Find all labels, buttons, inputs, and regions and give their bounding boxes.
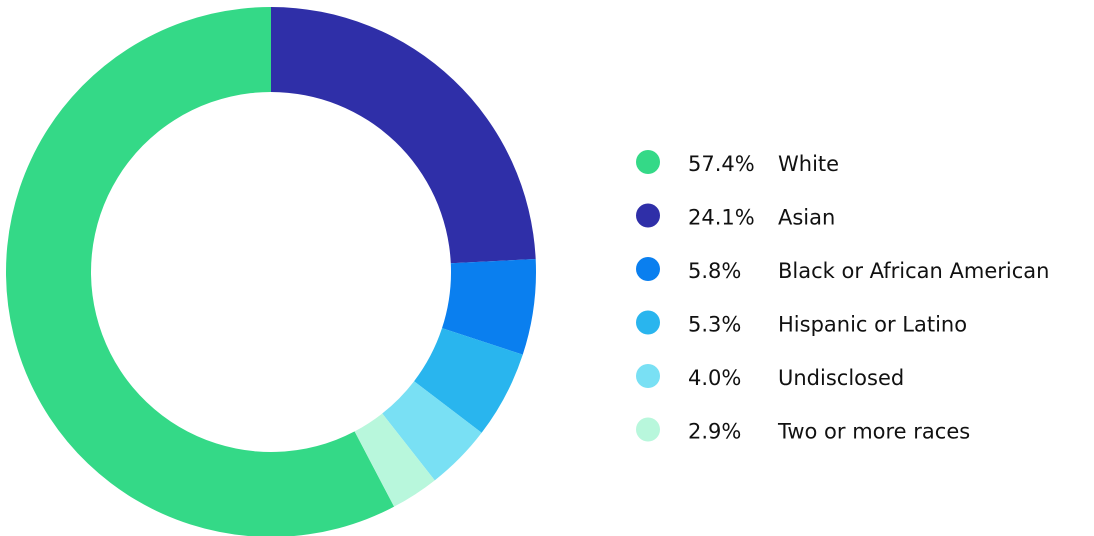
legend-value: 5.3% — [688, 313, 741, 337]
legend-label: Two or more races — [777, 420, 970, 444]
legend-label: Asian — [778, 206, 835, 230]
slice — [414, 328, 523, 433]
legend-value: 57.4% — [688, 152, 755, 176]
slice — [442, 259, 536, 355]
legend-label: White — [778, 152, 839, 176]
slice — [271, 7, 536, 264]
legend-swatch — [636, 364, 660, 388]
legend-value: 5.8% — [688, 259, 741, 283]
legend-value: 4.0% — [688, 366, 741, 390]
legend-label: Undisclosed — [778, 366, 904, 390]
legend-swatch — [636, 150, 660, 174]
legend-swatch — [636, 203, 660, 228]
legend-swatch — [636, 417, 660, 442]
slice — [6, 7, 395, 536]
slice — [382, 381, 482, 481]
slice — [354, 413, 435, 507]
legend-swatch — [636, 257, 660, 281]
legend-label: Black or African American — [778, 259, 1049, 283]
legend-value: 2.9% — [688, 420, 741, 444]
legend-value: 24.1% — [688, 206, 755, 230]
legend-label: Hispanic or Latino — [778, 313, 967, 337]
legend-swatch — [636, 310, 660, 335]
